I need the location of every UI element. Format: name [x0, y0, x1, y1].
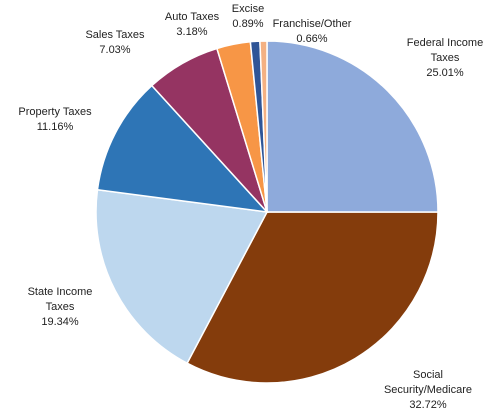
label-value: 0.89%	[232, 18, 264, 30]
label-name: Federal Income Taxes	[406, 37, 484, 64]
label-value: 25.01%	[426, 67, 464, 79]
slice-label: Franchise/Other 0.66%	[252, 17, 372, 47]
label-name: Social Security/Medicare	[383, 369, 473, 396]
slice-label: Excise 0.89%	[218, 2, 278, 32]
label-name: Excise	[231, 3, 265, 15]
label-value: 7.03%	[99, 44, 131, 56]
label-name: Sales Taxes	[85, 29, 145, 41]
pie-slice	[266, 40, 439, 213]
label-name: Auto Taxes	[164, 11, 220, 23]
label-value: 3.18%	[176, 26, 208, 38]
slice-label: Social Security/Medicare 32.72%	[378, 368, 478, 413]
pie-slice	[186, 211, 439, 384]
slice-label: Property Taxes 11.16%	[0, 105, 115, 135]
label-value: 0.66%	[296, 33, 328, 45]
label-value: 11.16%	[36, 121, 74, 133]
label-value: 19.34%	[41, 316, 79, 328]
label-name: Property Taxes	[18, 106, 92, 118]
label-name: Franchise/Other	[272, 18, 352, 30]
label-value: 32.72%	[409, 399, 447, 411]
slice-label: Federal Income Taxes 25.01%	[400, 36, 490, 81]
slice-label: State Income Taxes 19.34%	[20, 285, 100, 330]
slice-label: Auto Taxes 3.18%	[152, 10, 232, 40]
label-name: State Income Taxes	[27, 286, 93, 313]
pie-slice	[259, 40, 268, 213]
slice-label: Sales Taxes 7.03%	[65, 28, 165, 58]
pie-slice	[95, 188, 269, 365]
pie-slice	[96, 84, 269, 214]
